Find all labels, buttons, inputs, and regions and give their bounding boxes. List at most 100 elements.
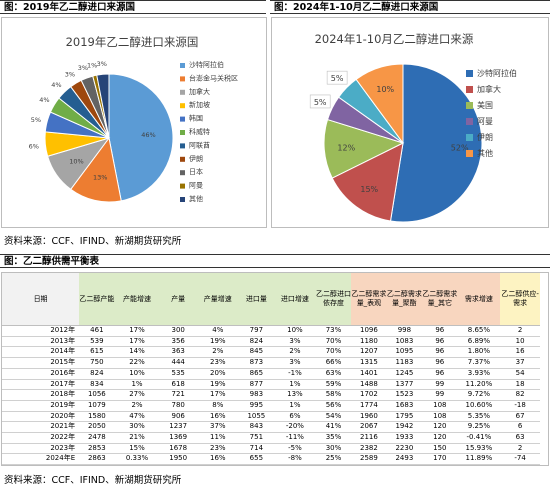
table-cell: 2 [500, 325, 540, 337]
column-header: 乙二醇产能 [79, 273, 115, 326]
table-cell: 54% [315, 411, 352, 423]
chart-headers: 图：2019年乙二醇进口来源国 图：2024年1-10月乙二醇进口来源国 [0, 0, 550, 14]
legend-swatch-3 [466, 102, 473, 109]
column-header: 日期 [2, 273, 80, 326]
table-cell: 10% [274, 325, 316, 337]
pie-slice-6 [355, 63, 404, 145]
table-cell: 6 [500, 421, 540, 434]
table-cell: 19% [196, 379, 239, 391]
column-header: 进口量 [238, 273, 275, 326]
table-cell: 1096 [351, 325, 387, 337]
table-cell: 63% [315, 368, 352, 380]
table-cell: 18 [500, 379, 540, 391]
table-cell: 22% [114, 357, 160, 369]
table-cell: -5% [274, 443, 316, 455]
table-cell: 2014年 [2, 346, 80, 359]
column-header: 进口增速 [274, 273, 316, 326]
table-cell: 2863 [79, 453, 115, 465]
table-cell: 30% [315, 443, 352, 455]
table-cell: 1% [274, 379, 316, 391]
table-cell: 14% [114, 346, 160, 359]
column-header: 乙二醇需求量_其它 [422, 273, 458, 326]
table-cell: 1795 [386, 411, 423, 423]
data-label-9: 3% [78, 64, 88, 72]
table-cell: 4% [196, 325, 239, 337]
column-header: 需求增速 [457, 273, 501, 326]
legend-entry-3: 美国 [477, 100, 493, 110]
table-cell: 2382 [351, 443, 387, 455]
table-cell: 0.33% [114, 453, 160, 465]
table-cell: 2013年 [2, 336, 80, 348]
table-cell: 67 [500, 411, 540, 423]
data-label-6: 10% [376, 85, 394, 94]
table-cell: 96 [422, 346, 458, 359]
table-cell: 82 [500, 389, 540, 401]
table-cell: 1237 [159, 421, 197, 434]
data-label-4: 6% [29, 142, 39, 150]
column-header: 乙二醇进口依存度 [315, 273, 352, 326]
table-cell: 2% [114, 400, 160, 412]
table-cell: -11% [274, 432, 316, 444]
table-cell: 35% [315, 432, 352, 444]
source-note-top: 资料来源：CCF、IFIND、新湖期货研究所 [4, 236, 182, 247]
table-cell: -74 [500, 453, 540, 465]
left-chart-header: 图：2019年乙二醇进口来源国 [0, 0, 266, 14]
table-cell: 1.80% [457, 346, 501, 359]
legend-swatch-1 [180, 63, 185, 68]
table-cell: 15% [114, 443, 160, 455]
pie-chart-2024-panel: 2024年1-10月乙二醇进口来源 52% 15% 12% 5% 5% 10% 沙特阿拉伯 加拿… [271, 17, 549, 228]
table-cell: 1245 [386, 368, 423, 380]
table-cell: 1377 [386, 379, 423, 391]
pie-slice-11 [96, 73, 110, 139]
table-cell: 54 [500, 368, 540, 380]
table-cell: 2012年 [2, 325, 80, 337]
table-cell: 3% [274, 336, 316, 348]
legend-entry-1: 沙特阿拉伯 [477, 68, 517, 78]
data-label-5: 5% [31, 116, 41, 124]
table-cell: 1183 [386, 357, 423, 369]
table-cell: 444 [159, 357, 197, 369]
table-cell: 2493 [386, 453, 423, 465]
table-cell: 8.65% [457, 325, 501, 337]
table-cell: 2017年 [2, 379, 80, 391]
table-cell: 461 [79, 325, 115, 337]
table-cell: 3% [274, 357, 316, 369]
table-cell: 1683 [386, 400, 423, 412]
table-cell: 2589 [351, 453, 387, 465]
table-cell: -1% [274, 368, 316, 380]
table-cell: 2% [196, 346, 239, 359]
table-cell: 20% [196, 368, 239, 380]
table-cell: 721 [159, 389, 197, 401]
table-cell: 1774 [351, 400, 387, 412]
legend-entry-6: 科威特 [189, 127, 210, 136]
balance-table-panel: 日期 乙二醇产能 产能增速 产量 产量增速 进口量 进口增速 乙二醇进口依存度 乙二醇需求量_表… [1, 272, 549, 466]
legend-entry-5: 韩国 [189, 114, 203, 123]
table-cell: 99 [422, 389, 458, 401]
table-cell: 983 [238, 389, 275, 401]
legend-swatch-6 [466, 150, 473, 157]
table-cell: 1180 [351, 336, 387, 348]
table-cell: 108 [422, 411, 458, 423]
table-cell: 27% [114, 389, 160, 401]
table-cell: 37 [500, 357, 540, 369]
table-row: 2013年 539 17% 356 19% 824 3% 70% 1180 1083 96 6.89%… [2, 336, 540, 348]
table-row: 2019年 1079 2% 780 8% 995 1% 56% 1774 1683 108 10.60… [2, 400, 540, 412]
table-cell: 37% [196, 421, 239, 434]
table-cell: 2022年 [2, 432, 80, 444]
table-cell: 11.89% [457, 453, 501, 465]
table-cell: -20% [274, 421, 316, 434]
legend-swatch-4 [466, 118, 473, 125]
table-cell: 120 [422, 421, 458, 434]
table-cell: 751 [238, 432, 275, 444]
table-cell: 96 [422, 325, 458, 337]
table-cell: 25% [315, 453, 352, 465]
table-row: 2021年 2050 30% 1237 37% 843 -20% 41% 2067 1942 120… [2, 421, 540, 434]
table-cell: 70% [315, 336, 352, 348]
data-label-1: 52% [451, 144, 469, 153]
table-cell: 10.60% [457, 400, 501, 412]
table-cell: 1401 [351, 368, 387, 380]
data-label-3: 12% [337, 144, 355, 153]
table-cell: 618 [159, 379, 197, 391]
table-cell: 2020年 [2, 411, 80, 423]
